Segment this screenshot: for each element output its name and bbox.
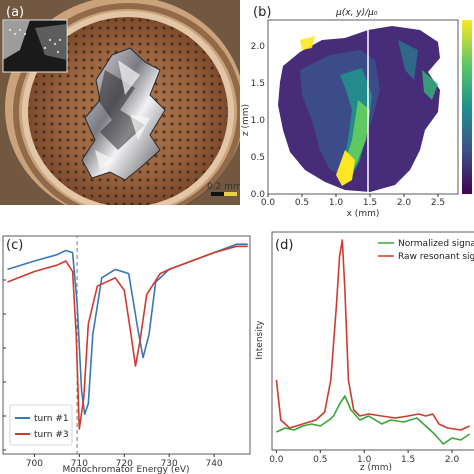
b-xtick: 2.0 bbox=[397, 198, 412, 208]
legend-raw: Raw resonant signal bbox=[398, 252, 474, 262]
legend-turn3: turn #3 bbox=[34, 430, 69, 440]
x-tick-label: 0.5 bbox=[313, 455, 327, 465]
b-ytick: 1.5 bbox=[251, 79, 265, 89]
panel-b-yticks: 0.0 0.5 1.0 1.5 2.0 bbox=[251, 42, 266, 200]
b-ytick: 2.0 bbox=[251, 42, 266, 52]
panel-a-photo: 0.2 mm bbox=[0, 0, 242, 205]
x-tick-label: 720 bbox=[116, 459, 133, 469]
absorption-map bbox=[278, 22, 440, 192]
panel-c-xlabel: Monochromator Energy (eV) bbox=[62, 465, 189, 474]
b-xtick: 0.5 bbox=[295, 198, 309, 208]
panel-label-a: (a) bbox=[6, 5, 24, 20]
x-tick-label: 1.5 bbox=[401, 455, 415, 465]
legend-turn1: turn #1 bbox=[34, 414, 69, 424]
b-xtick: 2.5 bbox=[431, 198, 445, 208]
panel-d-legend: Normalized signal Raw resonant signal bbox=[378, 239, 474, 262]
b-ytick: 0.5 bbox=[251, 153, 265, 163]
series-line-1 bbox=[275, 239, 470, 431]
scale-bar bbox=[211, 192, 224, 196]
panel-b-title: μ(x, y)/μ₀ bbox=[335, 8, 378, 18]
x-tick-label: 730 bbox=[161, 459, 178, 469]
x-tick-label: 740 bbox=[205, 459, 222, 469]
panel-c-legend: turn #1 turn #3 bbox=[9, 404, 73, 446]
legend-normalized: Normalized signal bbox=[398, 239, 474, 249]
colorbar bbox=[462, 20, 472, 194]
b-ytick: 1.0 bbox=[251, 116, 266, 126]
b-xtick: 0.0 bbox=[261, 198, 276, 208]
panel-label-d: (d) bbox=[275, 238, 293, 253]
series-line-1 bbox=[7, 245, 248, 430]
b-xtick: 1.5 bbox=[363, 198, 377, 208]
x-tick-label: 700 bbox=[26, 459, 43, 469]
panel-c-yticks bbox=[3, 279, 6, 451]
b-xtick: 1.0 bbox=[329, 198, 344, 208]
x-tick-label: 0.0 bbox=[269, 455, 284, 465]
panel-b: (b) μ(x, y)/μ₀ 0.0 0.5 1.0 1.5 2.0 2.5 bbox=[241, 5, 472, 219]
scale-bar-yellow bbox=[224, 192, 237, 196]
foil-sample bbox=[81, 47, 166, 181]
panel-label-b: (b) bbox=[253, 5, 271, 20]
panel-d-ylabel: Intensity bbox=[255, 320, 265, 360]
b-ytick: 0.0 bbox=[251, 190, 266, 200]
panel-b-ylabel: z (mm) bbox=[241, 104, 251, 136]
panel-d: (d) 0.0 0.5 1.0 1.5 2.0 z (mm) Intensity Nor… bbox=[255, 231, 474, 473]
x-tick-label: 710 bbox=[71, 459, 88, 469]
panel-d-axes bbox=[271, 231, 474, 451]
panel-b-xticks: 0.0 0.5 1.0 1.5 2.0 2.5 bbox=[261, 194, 445, 208]
series-line-0 bbox=[276, 395, 471, 445]
panel-c-axes bbox=[2, 235, 251, 455]
panel-b-xlabel: x (mm) bbox=[347, 209, 380, 219]
x-tick-label: 2.0 bbox=[445, 455, 460, 465]
inset-image bbox=[2, 19, 68, 73]
panel-d-xlabel: z (mm) bbox=[360, 463, 392, 473]
panel-c: (c) 700 710 720 730 740 Monochromator Energy… bbox=[2, 235, 251, 474]
x-tick-label: 1.0 bbox=[357, 455, 372, 465]
scale-bar-label: 0.2 mm bbox=[207, 182, 242, 192]
panel-label-c: (c) bbox=[6, 238, 23, 253]
